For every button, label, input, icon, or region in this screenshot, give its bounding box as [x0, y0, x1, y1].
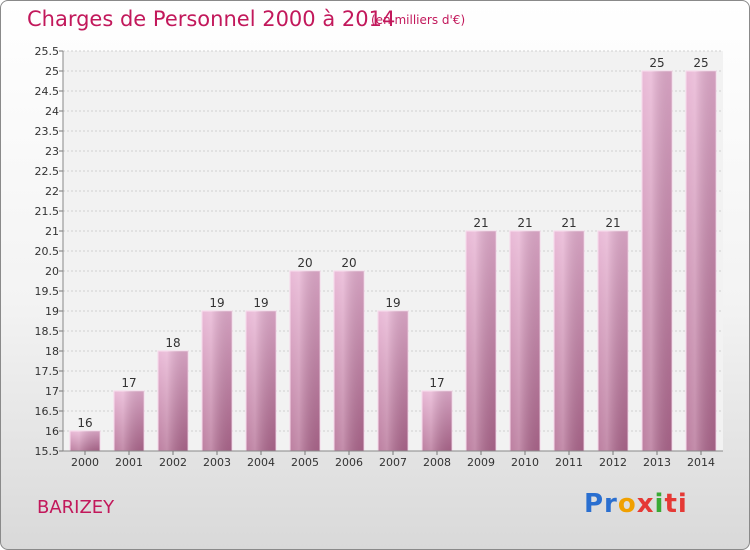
- x-tick-label-2001: 2001: [115, 456, 143, 469]
- y-tick-label: 24: [45, 105, 59, 118]
- logo-part-2: o: [617, 489, 637, 519]
- y-tick-label: 23: [45, 145, 59, 158]
- y-tick-label: 22: [45, 185, 59, 198]
- y-tick-label: 20: [45, 265, 59, 278]
- value-label-2001: 17: [121, 376, 136, 390]
- chart-unit-subtitle: (en milliers d'€): [371, 13, 466, 27]
- y-tick-label: 19.5: [35, 285, 60, 298]
- value-label-2014: 25: [693, 56, 708, 70]
- logo-part-5: ti: [664, 489, 688, 519]
- y-tick-label: 18: [45, 345, 59, 358]
- value-label-2003: 19: [209, 296, 224, 310]
- chart-title: Charges de Personnel 2000 à 2014: [27, 7, 396, 31]
- value-label-2006: 20: [341, 256, 356, 270]
- bar-shine-2002: [158, 351, 188, 451]
- y-tick-label: 25: [45, 65, 59, 78]
- logo-part-3: x: [636, 489, 655, 519]
- x-tick-label-2005: 2005: [291, 456, 319, 469]
- x-tick-label-2004: 2004: [247, 456, 275, 469]
- y-tick-label: 15.5: [35, 445, 60, 458]
- bar-shine-2013: [642, 71, 672, 451]
- bar-shine-2010: [510, 231, 540, 451]
- y-tick-label: 18.5: [35, 325, 60, 338]
- value-label-2009: 21: [473, 216, 488, 230]
- logo-part-1: Pr: [584, 489, 618, 519]
- bar-shine-2014: [686, 71, 716, 451]
- value-label-2007: 19: [385, 296, 400, 310]
- bar-shine-2001: [114, 391, 144, 451]
- x-tick-label-2011: 2011: [555, 456, 583, 469]
- x-tick-label-2006: 2006: [335, 456, 363, 469]
- y-tick-label: 24.5: [35, 85, 60, 98]
- x-tick-label-2013: 2013: [643, 456, 671, 469]
- x-tick-label-2008: 2008: [423, 456, 451, 469]
- y-tick-label: 20.5: [35, 245, 60, 258]
- value-label-2005: 20: [297, 256, 312, 270]
- x-tick-label-2012: 2012: [599, 456, 627, 469]
- value-label-2010: 21: [517, 216, 532, 230]
- bar-shine-2011: [554, 231, 584, 451]
- bar-shine-2004: [246, 311, 276, 451]
- bar-shine-2008: [422, 391, 452, 451]
- x-tick-label-2014: 2014: [687, 456, 715, 469]
- bar-shine-2012: [598, 231, 628, 451]
- x-tick-label-2010: 2010: [511, 456, 539, 469]
- bar-shine-2009: [466, 231, 496, 451]
- y-tick-label: 22.5: [35, 165, 60, 178]
- value-label-2008: 17: [429, 376, 444, 390]
- y-tick-label: 19: [45, 305, 59, 318]
- y-tick-label: 25.5: [35, 45, 60, 58]
- x-tick-label-2003: 2003: [203, 456, 231, 469]
- value-label-2002: 18: [165, 336, 180, 350]
- y-tick-label: 21: [45, 225, 59, 238]
- proxiti-logo: Proxiti: [584, 489, 688, 519]
- value-label-2000: 16: [77, 416, 92, 430]
- logo-part-4: i: [654, 489, 665, 519]
- y-tick-label: 17: [45, 385, 59, 398]
- value-label-2011: 21: [561, 216, 576, 230]
- bar-shine-2007: [378, 311, 408, 451]
- value-label-2012: 21: [605, 216, 620, 230]
- y-tick-label: 17.5: [35, 365, 60, 378]
- x-tick-label-2002: 2002: [159, 456, 187, 469]
- value-label-2013: 25: [649, 56, 664, 70]
- y-tick-label: 21.5: [35, 205, 60, 218]
- x-tick-label-2007: 2007: [379, 456, 407, 469]
- commune-name: BARIZEY: [37, 497, 115, 518]
- bar-shine-2003: [202, 311, 232, 451]
- value-label-2004: 19: [253, 296, 268, 310]
- y-tick-label: 16: [45, 425, 59, 438]
- bar-shine-2000: [70, 431, 100, 451]
- bar-shine-2005: [290, 271, 320, 451]
- x-tick-label-2000: 2000: [71, 456, 99, 469]
- x-tick-label-2009: 2009: [467, 456, 495, 469]
- bar-shine-2006: [334, 271, 364, 451]
- y-tick-label: 16.5: [35, 405, 60, 418]
- y-tick-label: 23.5: [35, 125, 60, 138]
